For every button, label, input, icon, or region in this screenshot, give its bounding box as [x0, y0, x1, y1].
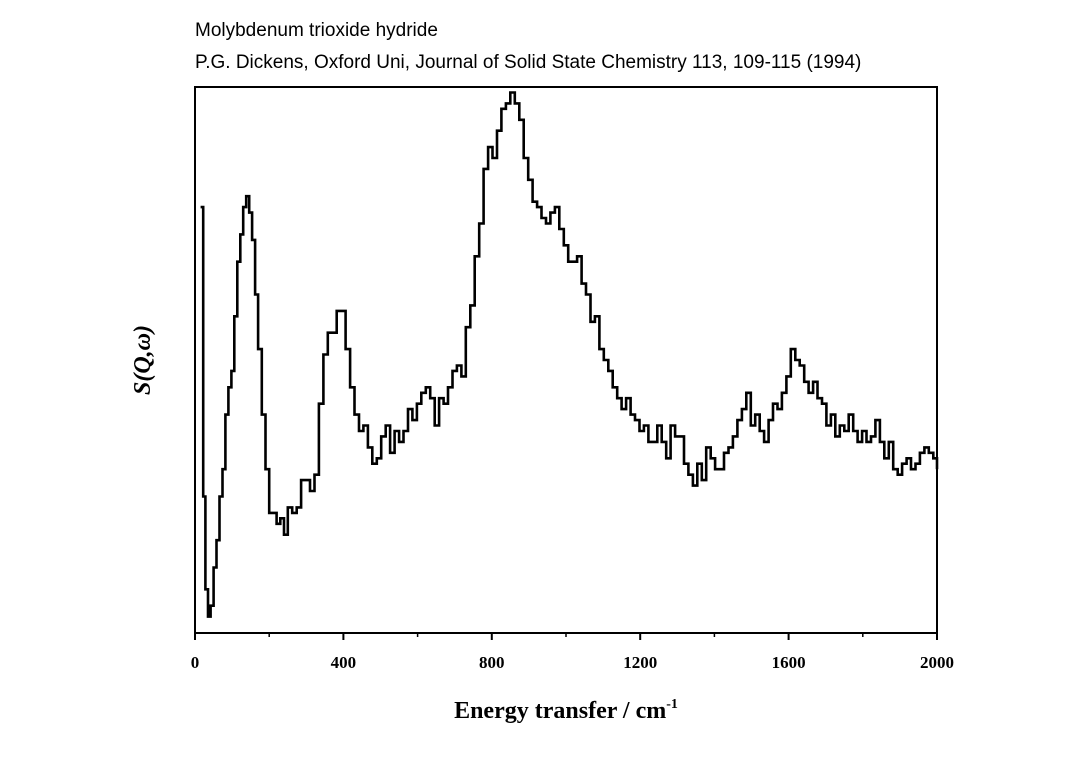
x-axis-label-text: Energy transfer / cm	[454, 698, 666, 724]
chart-subtitle: P.G. Dickens, Oxford Uni, Journal of Sol…	[195, 52, 862, 73]
series-layer	[200, 91, 939, 618]
x-axis-tick-labels: 0 400 800 1200 1600 2000	[191, 653, 954, 672]
x-tick-label-400: 400	[331, 653, 357, 672]
chart-title: Molybdenum trioxide hydride	[195, 20, 438, 41]
x-axis-label-superscript: -1	[666, 697, 678, 712]
x-axis-label: Energy transfer / cm-1	[454, 697, 678, 724]
plot-frame	[194, 86, 938, 634]
x-tick-label-1600: 1600	[772, 653, 806, 672]
x-axis-ticks	[194, 633, 938, 640]
y-axis-label: S(Q,ω)	[130, 325, 156, 395]
x-tick-label-0: 0	[191, 653, 200, 672]
x-tick-label-800: 800	[479, 653, 505, 672]
series-line-0	[200, 91, 939, 618]
x-tick-label-2000: 2000	[920, 653, 954, 672]
x-tick-label-1200: 1200	[623, 653, 657, 672]
